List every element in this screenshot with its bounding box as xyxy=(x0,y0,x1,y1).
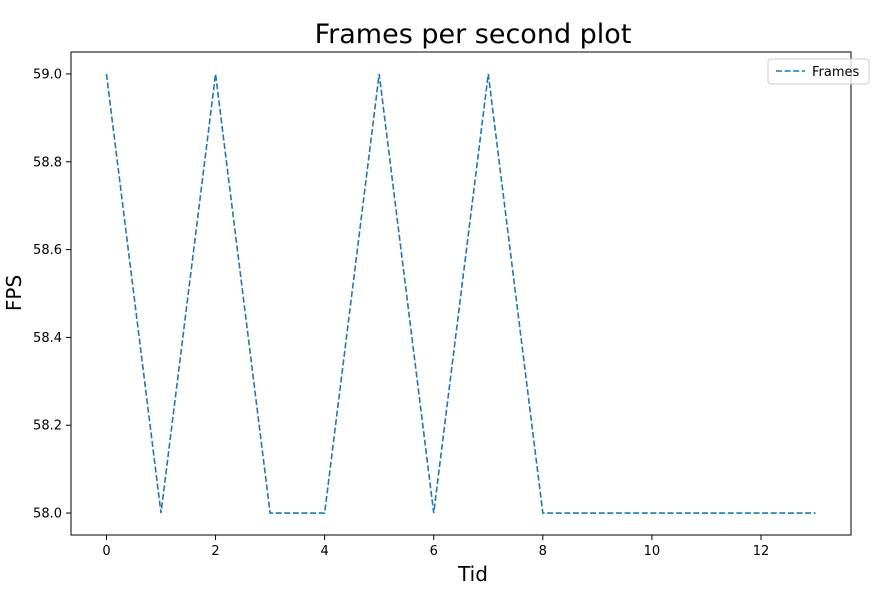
legend: Frames xyxy=(767,58,870,85)
x-tick-label: 2 xyxy=(211,544,219,559)
x-axis-ticks: 0 2 4 6 8 10 12 xyxy=(102,535,769,559)
legend-label-frames: Frames xyxy=(812,65,860,80)
y-tick-label: 58.4 xyxy=(33,331,62,346)
series-line-0 xyxy=(105,73,816,514)
x-axis-label: Tid xyxy=(457,562,488,586)
x-tick-label: 0 xyxy=(102,544,110,559)
x-tick-label: 12 xyxy=(753,544,770,559)
y-tick-label: 58.0 xyxy=(33,507,62,522)
axes-frame xyxy=(70,51,852,536)
legend-box xyxy=(767,58,870,85)
y-tick-label: 59.0 xyxy=(33,67,62,82)
x-tick-label: 10 xyxy=(644,544,661,559)
chart-title: Frames per second plot xyxy=(315,19,632,50)
y-tick-label: 58.8 xyxy=(33,155,62,170)
plot-area xyxy=(70,51,852,536)
y-axis-ticks: 58.0 58.2 58.4 58.6 58.8 59.0 xyxy=(33,67,71,522)
x-tick-label: 4 xyxy=(320,544,328,559)
x-tick-label: 8 xyxy=(539,544,547,559)
y-tick-label: 58.2 xyxy=(33,419,62,434)
y-axis-label: FPS xyxy=(2,275,26,311)
x-tick-label: 6 xyxy=(430,544,438,559)
y-tick-label: 58.6 xyxy=(33,243,62,258)
